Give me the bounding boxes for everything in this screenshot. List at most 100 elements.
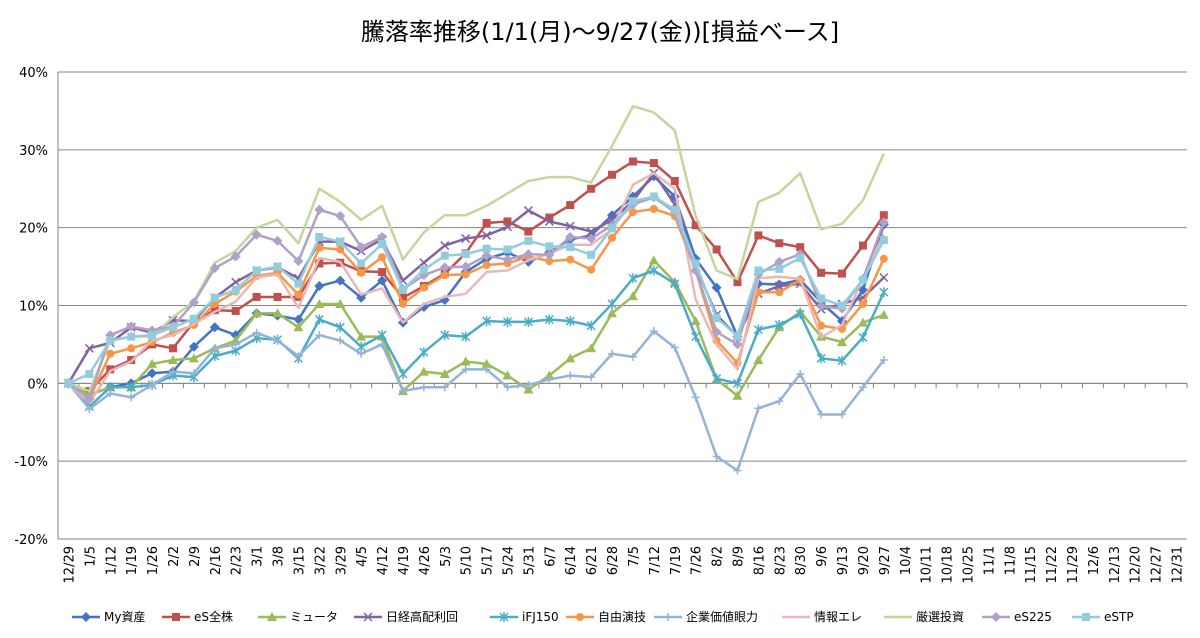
data-point — [879, 211, 888, 220]
data-point — [356, 242, 367, 253]
data-point — [440, 330, 450, 341]
legend-item: ミュータ — [258, 610, 338, 624]
x-tick-label: 8/30 — [794, 546, 809, 575]
data-point — [439, 368, 450, 378]
data-point — [189, 369, 198, 378]
data-point — [502, 222, 513, 232]
legend-label: iFJ150 — [522, 610, 559, 624]
data-point — [106, 365, 115, 374]
x-tick-label: 10/4 — [899, 546, 914, 575]
data-point — [273, 292, 282, 301]
data-point — [126, 321, 137, 332]
legend-item: eS全株 — [162, 609, 233, 624]
data-point — [587, 250, 596, 259]
data-point — [774, 281, 784, 291]
data-point — [711, 282, 722, 293]
data-point — [378, 240, 387, 249]
data-point — [252, 328, 261, 337]
data-point — [335, 275, 346, 286]
data-point — [461, 234, 471, 244]
x-tick-label: 2/23 — [230, 546, 245, 575]
data-point — [691, 393, 700, 402]
data-point — [294, 290, 303, 299]
data-point — [273, 262, 282, 271]
data-point — [188, 341, 199, 352]
data-point — [544, 216, 554, 226]
data-point — [85, 369, 94, 378]
data-point — [106, 336, 115, 345]
x-tick-label: 3/15 — [292, 546, 307, 575]
data-point — [481, 358, 492, 368]
data-point — [168, 344, 177, 353]
data-point — [712, 313, 721, 322]
legend-item: My資産 — [72, 609, 145, 624]
x-tick-label: 6/14 — [564, 546, 579, 575]
data-point — [377, 232, 388, 243]
data-point — [586, 320, 596, 331]
data-point — [649, 327, 658, 336]
data-point — [336, 237, 345, 246]
data-point — [356, 292, 367, 303]
data-point — [378, 340, 387, 349]
data-point — [566, 255, 575, 264]
data-point — [482, 365, 491, 374]
data-point — [503, 217, 512, 226]
series-line — [67, 269, 885, 408]
x-tick-label: 11/29 — [1066, 546, 1081, 583]
legend-item: 情報エレ — [782, 610, 862, 624]
data-point — [482, 261, 491, 270]
data-point — [315, 233, 324, 242]
data-point — [398, 299, 407, 308]
data-point — [209, 263, 220, 274]
data-point — [838, 301, 847, 310]
data-point — [293, 256, 304, 267]
data-point — [210, 306, 219, 315]
data-point — [586, 343, 597, 353]
legend-label: My資産 — [104, 609, 145, 624]
data-point — [733, 466, 742, 475]
x-tick-label: 7/5 — [627, 546, 642, 567]
data-point — [817, 294, 826, 303]
data-point — [775, 288, 784, 297]
x-tick-label: 4/12 — [376, 546, 391, 575]
x-tick-label: 6/21 — [585, 546, 600, 575]
legend-item: 企業価値眼力 — [654, 609, 758, 624]
data-point — [252, 266, 261, 275]
data-point — [566, 201, 575, 210]
data-point — [461, 365, 470, 374]
data-point — [440, 383, 449, 392]
x-tick-label: 2/16 — [209, 546, 224, 575]
x-tick-label: 4/26 — [418, 546, 433, 575]
data-point — [481, 250, 492, 261]
data-point — [628, 273, 638, 284]
data-point — [210, 344, 219, 353]
data-point — [817, 410, 826, 419]
data-point — [523, 384, 534, 394]
x-tick-label: 3/1 — [251, 546, 266, 567]
data-point — [189, 314, 198, 323]
data-point — [627, 291, 638, 301]
data-point — [544, 370, 555, 380]
data-point — [837, 337, 848, 347]
series-5 — [63, 265, 889, 412]
data-point — [418, 366, 429, 376]
series-1 — [63, 171, 889, 401]
x-tick-label: 9/27 — [878, 546, 893, 575]
x-tick-label: 8/2 — [711, 546, 726, 567]
data-point — [879, 236, 888, 245]
x-tick-label: 12/27 — [1150, 546, 1165, 583]
data-point — [837, 355, 847, 366]
data-point — [607, 308, 618, 318]
x-tick-label: 8/16 — [752, 546, 767, 575]
data-point — [315, 259, 324, 268]
data-point — [419, 258, 429, 268]
data-point — [523, 206, 533, 216]
data-point — [335, 322, 345, 333]
legend-marker — [363, 612, 373, 622]
data-point — [231, 306, 240, 315]
data-point — [273, 336, 282, 345]
data-point — [147, 368, 158, 379]
axis-layer: -20% -10% 0% 10% 20% 30% 40% 12/29 1/5 1/12 1/19 1/… — [14, 66, 1188, 583]
